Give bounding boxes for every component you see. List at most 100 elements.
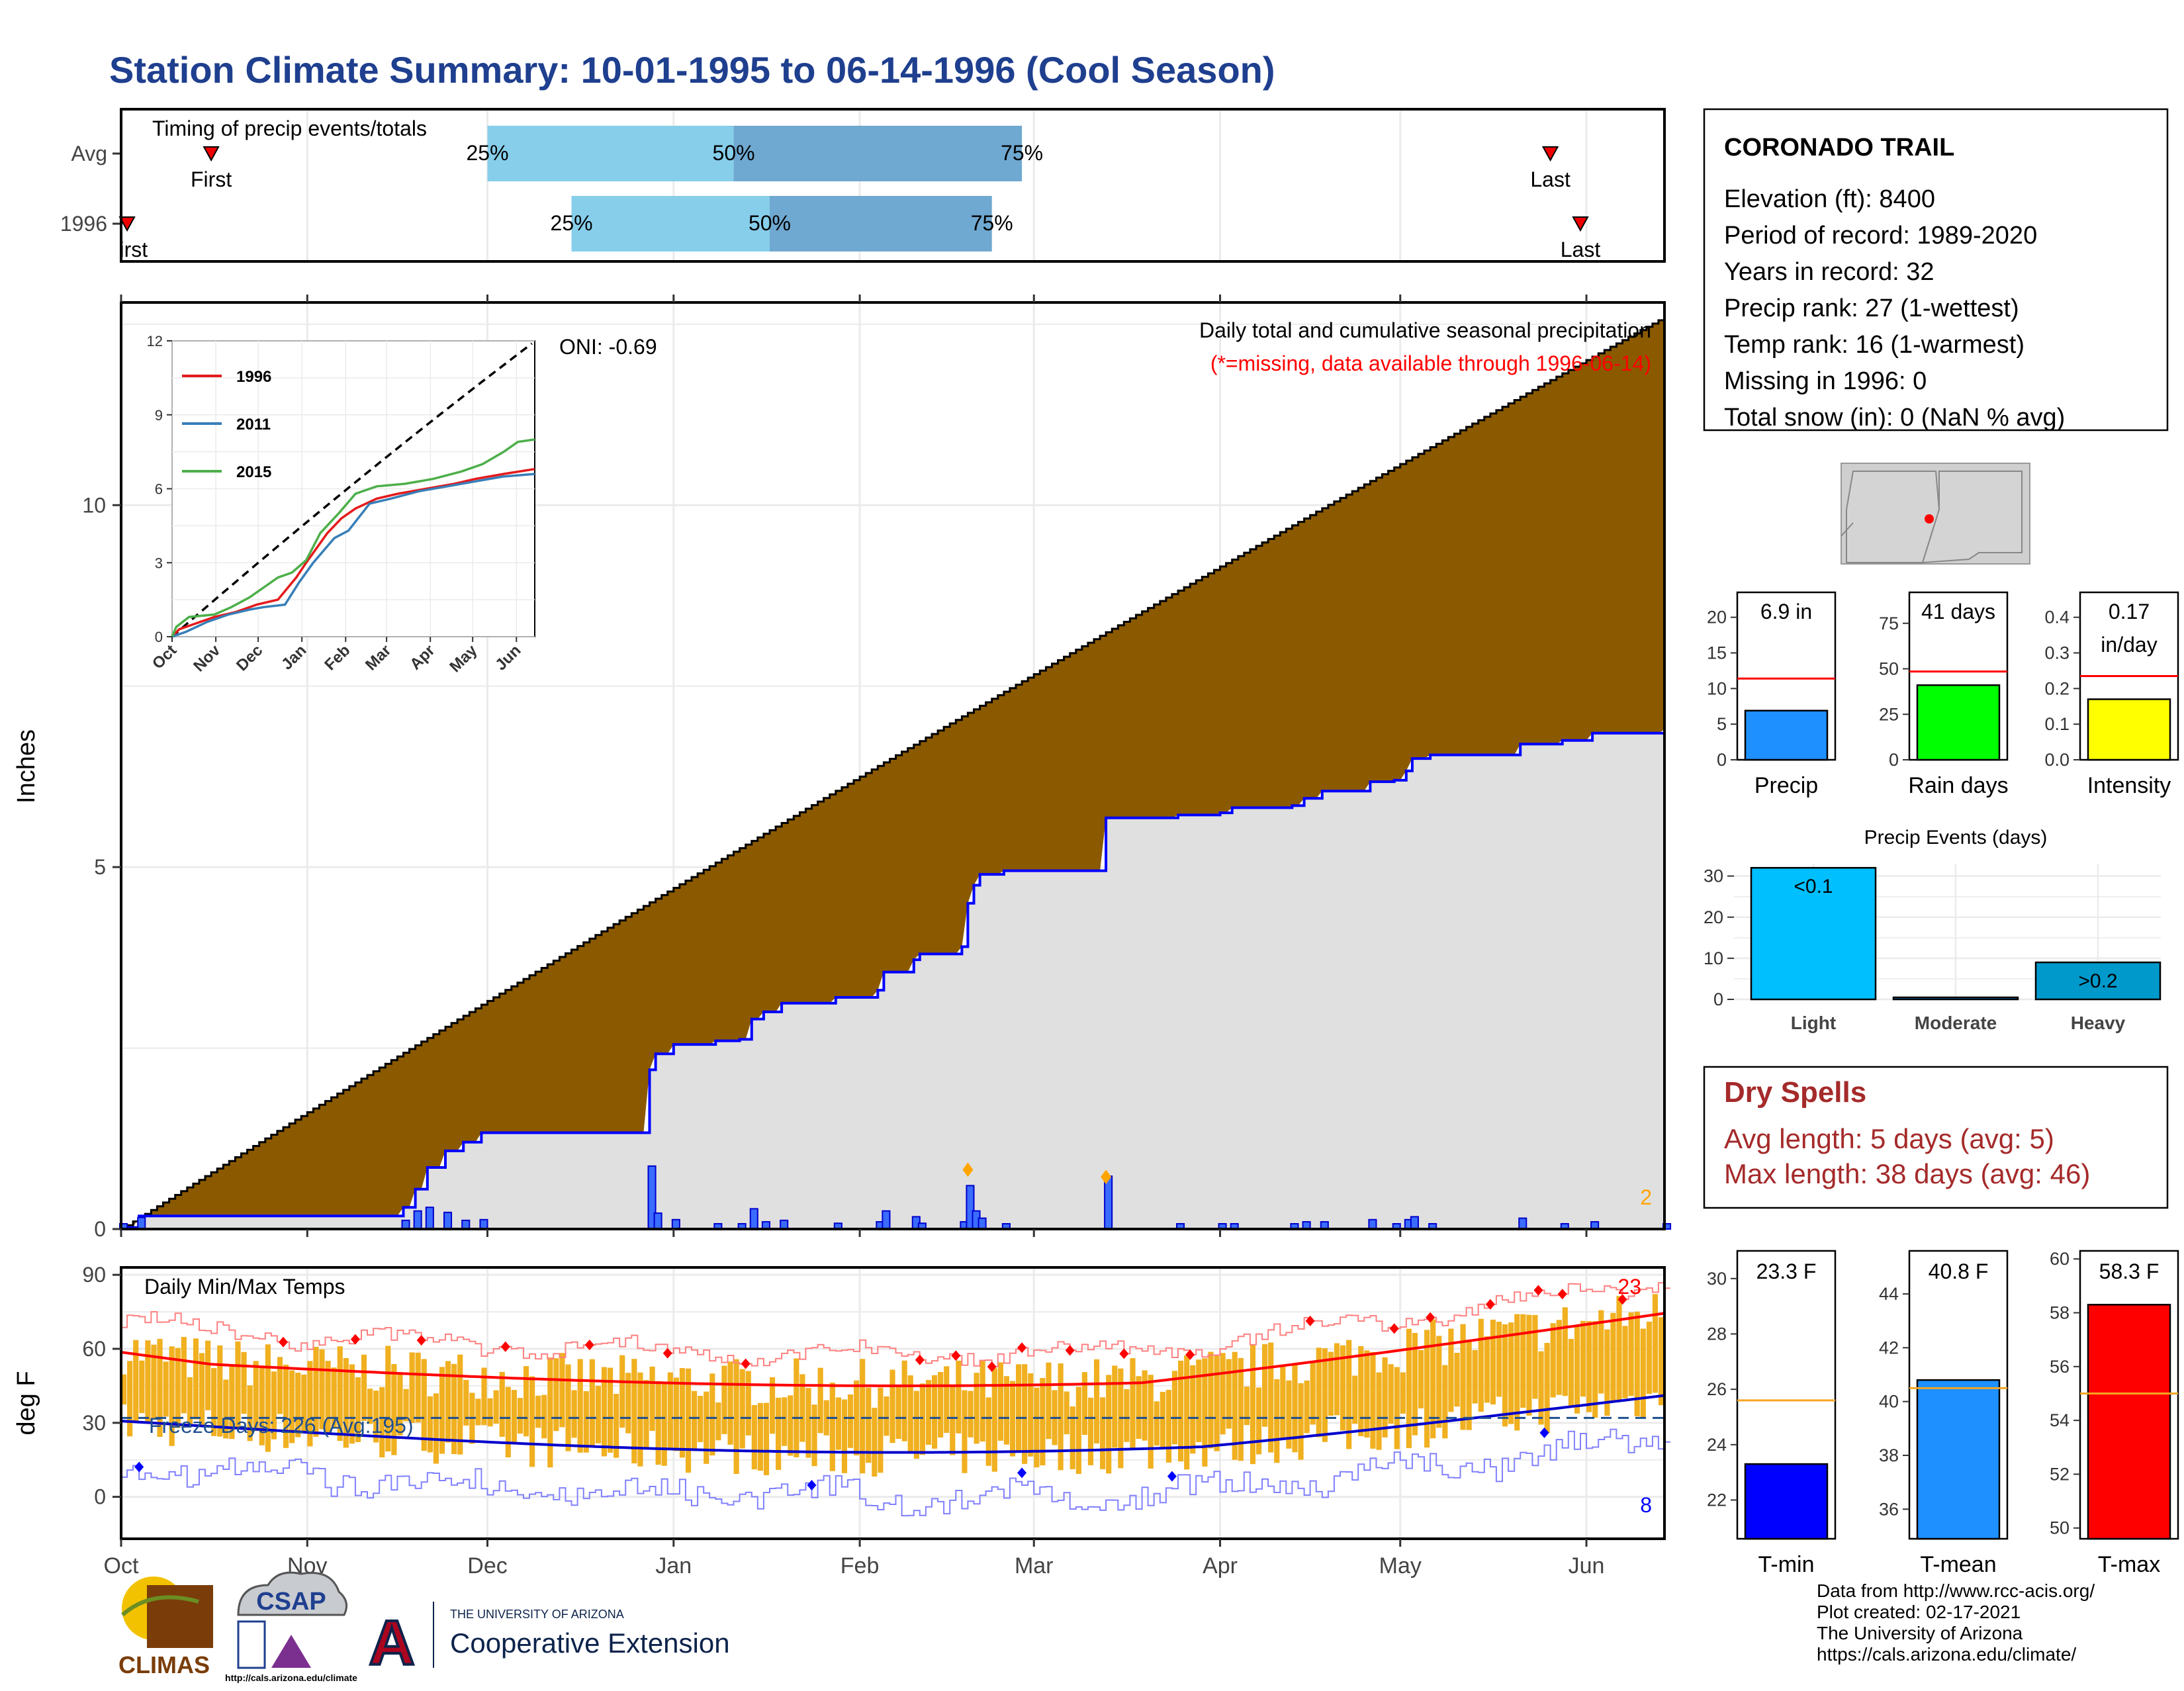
daily-temp-bar xyxy=(1009,1381,1016,1457)
daily-temp-bar xyxy=(1238,1357,1244,1461)
daily-temp-bar xyxy=(601,1367,608,1457)
temp-summary-tick-label: 38 xyxy=(1879,1445,1899,1465)
daily-temp-bar xyxy=(409,1352,415,1423)
daily-temp-bar xyxy=(211,1368,217,1436)
precip-legend-title: Daily total and cumulative seasonal prec… xyxy=(1199,318,1651,342)
csap-mountain xyxy=(271,1635,311,1668)
daily-temp-bar xyxy=(1388,1364,1394,1424)
daily-temp-bar xyxy=(151,1344,157,1420)
daily-temp-bar xyxy=(776,1397,782,1470)
inset-y-tick-label: 12 xyxy=(147,333,163,349)
daily-temp-bar xyxy=(938,1372,944,1438)
daily-temp-bar xyxy=(631,1359,637,1464)
daily-temp-bar xyxy=(553,1358,559,1432)
daily-temp-bar xyxy=(607,1367,614,1453)
daily-precip-bar xyxy=(413,1210,422,1230)
daily-temp-bar xyxy=(355,1377,361,1442)
daily-temp-bar xyxy=(1244,1387,1250,1426)
daily-temp-bar xyxy=(247,1385,253,1441)
record-low-marker xyxy=(1167,1471,1177,1482)
daily-temp-bar xyxy=(823,1400,829,1436)
summary-bar-tick-label: 0.4 xyxy=(2044,608,2070,627)
temp-summary-label: T-max xyxy=(2098,1552,2160,1577)
location-map xyxy=(1841,463,2030,565)
station-info-line: Years in record: 32 xyxy=(1724,258,1934,286)
summary-bar-tick-label: 0 xyxy=(1889,750,1899,770)
climas-logo-text: CLIMAS xyxy=(118,1651,210,1678)
record-high-marker xyxy=(1557,1289,1567,1300)
record-high-marker xyxy=(741,1358,751,1369)
daily-temp-bar xyxy=(1154,1401,1160,1446)
inset-y-tick-label: 3 xyxy=(155,555,163,571)
station-info-line: Missing in 1996: 0 xyxy=(1724,367,1927,395)
inset-legend-label: 2011 xyxy=(236,416,271,434)
station-location-dot xyxy=(1925,514,1934,524)
summary-bar-tick-label: 0.2 xyxy=(2044,678,2070,698)
daily-temp-bar xyxy=(1214,1355,1220,1451)
temp-summary-t-max: 50 52 54 56 58 60 58.3 F T-max xyxy=(2050,1249,2179,1577)
daily-precip-bar xyxy=(137,1216,146,1230)
daily-temp-bar xyxy=(1412,1332,1418,1436)
daily-temp-bar xyxy=(1634,1311,1640,1416)
temp-summary-tick-label: 58 xyxy=(2050,1303,2070,1323)
daily-temp-bar xyxy=(1478,1318,1484,1412)
daily-precip-bar xyxy=(479,1218,488,1230)
daily-temp-bar xyxy=(1316,1348,1322,1438)
precip-frame xyxy=(120,301,1666,1230)
precip-events-chart: Precip Events (days) 0 10 20 30 <0.1 Light Mode… xyxy=(1704,827,2161,1033)
daily-temp-bar xyxy=(463,1379,469,1426)
dry-spells-title: Dry Spells xyxy=(1724,1076,1866,1109)
event-bar xyxy=(2034,961,2161,1001)
summary-bar-label: Rain days xyxy=(1908,773,2008,798)
temp-summary-t-mean: 36 38 40 42 44 40.8 F T-mean xyxy=(1879,1250,2009,1577)
daily-temp-bar xyxy=(788,1395,794,1456)
daily-temp-bar xyxy=(1574,1325,1580,1414)
heavy-day-marker xyxy=(1101,1169,1112,1185)
daily-temp-bar xyxy=(445,1361,451,1443)
quartile-bar-25-50 xyxy=(487,126,734,181)
record-high-count: 23 xyxy=(1617,1275,1641,1299)
quartile-bar-25-50 xyxy=(571,196,770,251)
daily-temp-bar xyxy=(854,1380,860,1455)
event-category-label: Moderate xyxy=(1915,1013,1997,1033)
daily-temp-bar xyxy=(805,1388,811,1458)
record-low-marker xyxy=(134,1461,144,1473)
event-category-label: Light xyxy=(1791,1013,1836,1033)
daily-temp-bar xyxy=(1058,1363,1064,1471)
event-bar xyxy=(1750,866,1877,1001)
daily-temp-bar xyxy=(1142,1370,1148,1441)
record-high-marker xyxy=(1305,1315,1315,1326)
daily-temp-bar xyxy=(1592,1321,1598,1418)
daily-precip-bar xyxy=(882,1210,891,1230)
daily-temp-bar xyxy=(133,1340,139,1423)
daily-temp-bar xyxy=(739,1369,745,1449)
season-cumulative-area xyxy=(121,729,1664,1229)
oni-value: ONI: -0.69 xyxy=(559,335,657,359)
daily-temp-bar xyxy=(397,1373,403,1436)
daily-temp-bar xyxy=(1196,1359,1202,1442)
daily-temp-bar xyxy=(619,1355,625,1428)
daily-temp-bar xyxy=(757,1402,764,1471)
summary-bar-label: Precip xyxy=(1754,773,1818,798)
daily-temp-bar xyxy=(481,1367,487,1426)
daily-temp-bar xyxy=(499,1371,505,1437)
logos: CLIMAS CSAP http://cals.arizona.edu/climat… xyxy=(118,1571,730,1683)
daily-temp-bar xyxy=(259,1368,265,1445)
summary-bar-value-text: 6.9 in xyxy=(1760,600,1812,623)
daily-temp-bar xyxy=(175,1348,181,1428)
daily-temp-bar xyxy=(913,1391,919,1459)
daily-temp-bar xyxy=(1508,1322,1514,1424)
temp-y-tick-label: 90 xyxy=(82,1263,106,1287)
station-info-line: Precip rank: 27 (1-wettest) xyxy=(1724,295,2019,322)
last-event-marker xyxy=(1572,216,1589,232)
daily-temp-bar xyxy=(1022,1364,1028,1464)
daily-temp-bar xyxy=(1081,1372,1087,1436)
footer-line: https://cals.arizona.edu/climate/ xyxy=(1817,1644,2077,1665)
ua-big-text: Cooperative Extension xyxy=(450,1627,730,1659)
daily-temp-bar xyxy=(1286,1380,1292,1449)
summary-bar-rain-days: 0 25 50 75 41 days Rain days xyxy=(1879,591,2009,798)
daily-temp-bar xyxy=(1580,1320,1586,1397)
csap-logo-text: CSAP xyxy=(256,1588,326,1616)
csap-chart-icon xyxy=(237,1620,266,1669)
